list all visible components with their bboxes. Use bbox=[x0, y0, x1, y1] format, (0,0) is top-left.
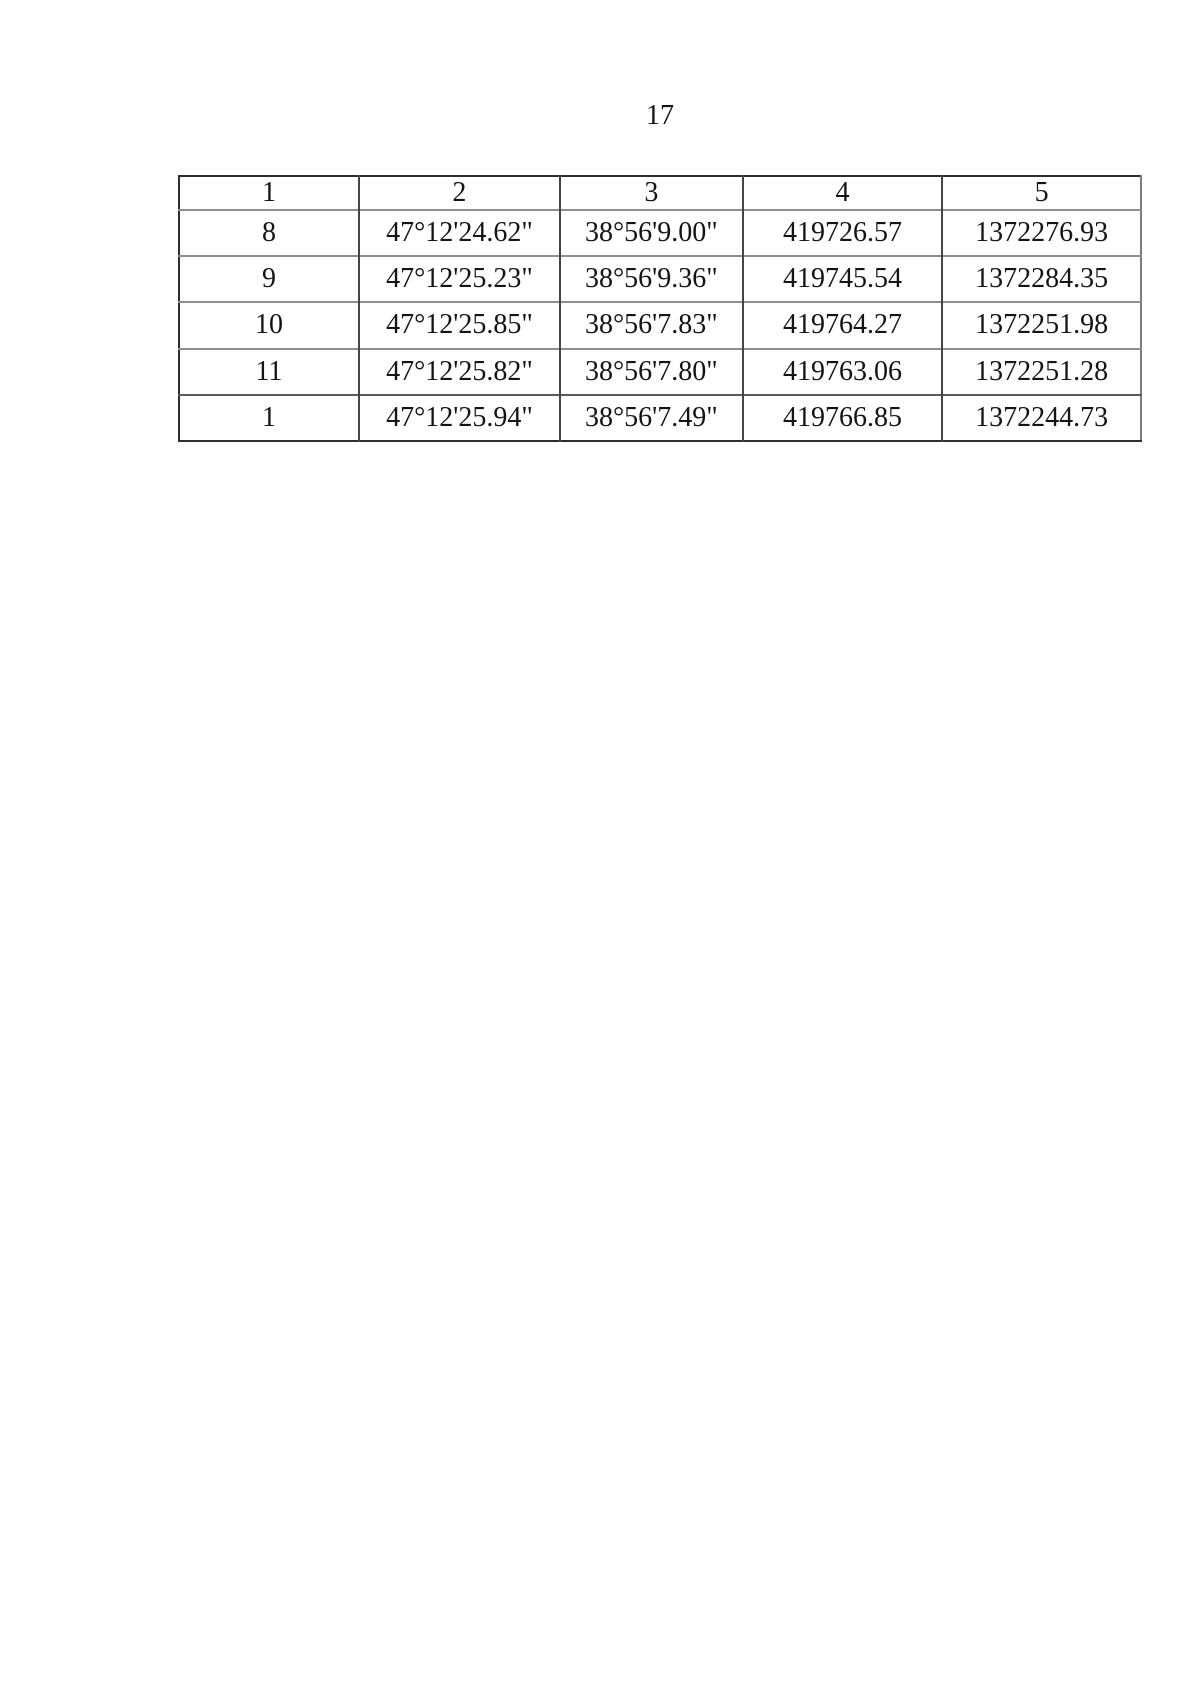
point-number-cell: 8 bbox=[179, 208, 359, 257]
longitude-cell: 38°56'7.80" bbox=[558, 347, 743, 395]
point-number-cell: 11 bbox=[179, 347, 359, 395]
coordinate-y-cell: 1372284.35 bbox=[941, 255, 1141, 303]
coordinate-x-cell: 419726.57 bbox=[741, 208, 943, 257]
table-row: 10 47°12'25.85" 38°56'7.83" 419764.27 13… bbox=[179, 301, 1141, 349]
longitude-cell: 38°56'7.83" bbox=[558, 301, 743, 349]
latitude-cell: 47°12'24.62" bbox=[357, 208, 560, 257]
header-cell: 1 bbox=[261, 177, 276, 208]
point-number-cell: 1 bbox=[179, 393, 359, 441]
coordinate-x-cell: 419764.27 bbox=[741, 301, 943, 349]
header-cell: 3 bbox=[558, 176, 743, 210]
header-cell: 2 bbox=[357, 176, 560, 210]
coordinates-table: 1 2 3 4 5 8 47°12'24.62" 38°56'9.00" 419… bbox=[178, 175, 1142, 442]
header-cell: 5 bbox=[941, 176, 1141, 210]
coordinate-y-cell: 1372251.28 bbox=[941, 347, 1141, 395]
latitude-cell: 47°12'25.85" bbox=[357, 301, 560, 349]
longitude-cell: 38°56'7.49" bbox=[558, 393, 743, 441]
longitude-cell: 38°56'9.36" bbox=[558, 255, 743, 303]
coordinate-x-cell: 419745.54 bbox=[741, 255, 943, 303]
header-cell: 4 bbox=[741, 176, 943, 210]
coordinate-x-cell: 419766.85 bbox=[741, 393, 943, 441]
latitude-cell: 47°12'25.94" bbox=[357, 393, 560, 441]
longitude-cell: 38°56'9.00" bbox=[558, 208, 743, 257]
latitude-cell: 47°12'25.23" bbox=[357, 255, 560, 303]
table-header-row: 1 2 3 4 5 bbox=[179, 176, 1141, 210]
coordinate-y-cell: 1372276.93 bbox=[941, 208, 1141, 257]
coordinate-y-cell: 1372251.98 bbox=[941, 301, 1141, 349]
page-number: 17 bbox=[646, 100, 674, 131]
coordinate-y-cell: 1372244.73 bbox=[941, 393, 1141, 441]
table-row: 11 47°12'25.82" 38°56'7.80" 419763.06 13… bbox=[179, 347, 1141, 395]
table-row: 8 47°12'24.62" 38°56'9.00" 419726.57 137… bbox=[179, 208, 1141, 257]
table-row: 9 47°12'25.23" 38°56'9.36" 419745.54 137… bbox=[179, 255, 1141, 303]
table-row: 1 47°12'25.94" 38°56'7.49" 419766.85 137… bbox=[179, 393, 1141, 441]
point-number-cell: 10 bbox=[179, 301, 359, 349]
point-number-cell: 9 bbox=[179, 255, 359, 303]
coordinate-x-cell: 419763.06 bbox=[741, 347, 943, 395]
latitude-cell: 47°12'25.82" bbox=[357, 347, 560, 395]
